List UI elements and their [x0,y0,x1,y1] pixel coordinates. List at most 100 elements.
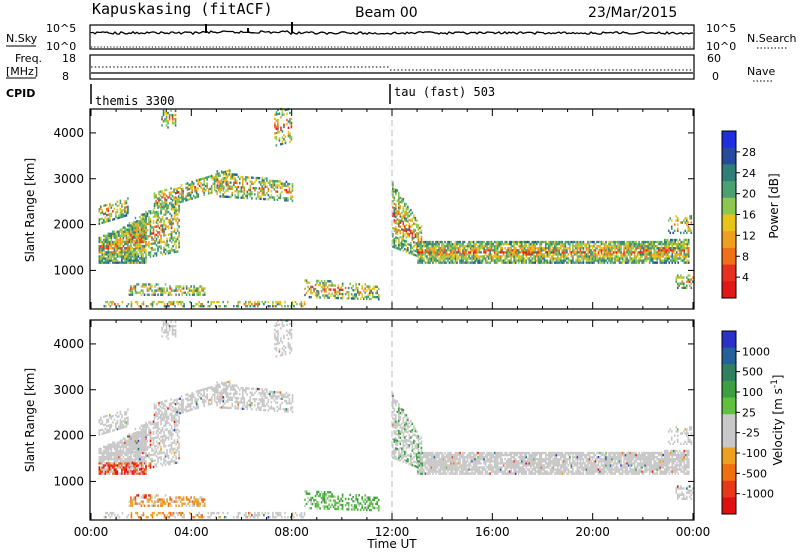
power-cell [281,113,284,117]
power-cell [405,217,408,220]
power-cell [133,229,135,232]
power-cell [127,230,129,233]
velocity-cell [115,422,117,425]
power-cell [487,242,490,246]
velocity-cell [136,453,138,457]
power-cell [508,253,511,256]
power-cell [456,259,458,262]
power-cell [505,249,508,252]
power-cell [599,257,601,260]
power-cell [410,213,412,216]
power-cell [641,247,643,250]
velocity-cell [130,443,132,446]
power-cell [109,217,111,220]
power-cell [252,305,255,308]
power-cell [642,249,645,252]
velocity-cell [98,455,101,459]
power-cell [417,236,420,239]
velocity-cell [163,459,165,463]
power-cell [100,240,102,244]
power-cell [520,251,523,254]
power-cell [316,281,318,285]
power-cell [523,240,526,244]
power-cell [207,175,210,179]
velocity-cell [109,462,111,465]
velocity-cell [122,445,125,449]
colorbar-swatch [722,131,736,149]
power-cell [576,240,579,244]
power-cell [283,125,285,129]
power-cell [161,226,164,229]
power-cell [516,242,519,246]
power-cell [496,257,499,260]
velocity-cell [134,451,137,455]
power-cell [438,253,440,256]
power-cell [407,211,409,215]
power-cell [582,255,585,258]
power-cell [165,113,168,117]
velocity-cell [112,414,114,418]
power-cell [157,231,159,234]
power-cell [516,259,519,262]
power-cell [662,255,664,258]
power-cell [681,221,684,224]
power-cell [392,183,394,186]
power-cell [246,196,249,200]
power-cell [275,131,278,135]
power-cell [529,249,532,252]
velocity-cell [155,454,158,458]
power-cell [106,257,108,260]
power-cell [274,123,276,127]
power-cell [453,255,455,258]
power-cell [645,244,648,248]
power-cell [493,261,496,264]
power-cell [119,201,122,205]
power-cell [438,261,440,264]
power-cell [178,293,180,296]
power-cell [279,192,282,196]
power-cell [567,242,570,246]
power-cell [543,247,546,250]
power-cell [433,244,436,248]
velocity-cell [137,449,140,453]
power-cell [166,237,168,241]
velocity-cell [121,420,123,423]
colorbar-swatch [722,281,736,299]
power-cell [584,251,586,254]
power-cell [178,204,180,208]
power-cell [182,187,184,191]
power-cell [171,118,174,121]
power-cell [177,191,180,194]
power-cell [196,287,198,290]
power-cell [128,228,131,231]
power-cell [229,195,232,199]
velocity-cell [131,472,134,475]
power-cell [105,300,107,304]
power-cell [173,122,175,125]
power-cell [325,288,327,291]
power-cell [578,247,580,250]
velocity-cell [157,452,159,455]
power-cell [140,236,143,240]
power-cell [496,249,499,252]
power-cell [275,119,278,122]
power-cell [137,238,140,242]
velocity-cell [128,468,131,471]
power-cell [555,259,558,262]
velocity-cell [145,448,147,451]
power-cell [639,242,642,246]
power-cell [163,302,166,306]
power-cell [525,251,528,254]
cpid-mode-2: tau (fast) 503 [394,85,495,99]
power-cell [331,284,333,287]
velocity-cell [110,464,113,467]
velocity-cell [118,445,120,449]
power-cell [534,261,537,264]
power-cell [242,194,244,197]
power-cell [155,243,158,247]
power-cell [566,240,568,244]
power-cell [647,244,649,248]
power-cell [648,257,651,260]
power-cell [193,291,195,294]
power-cell [599,240,601,244]
